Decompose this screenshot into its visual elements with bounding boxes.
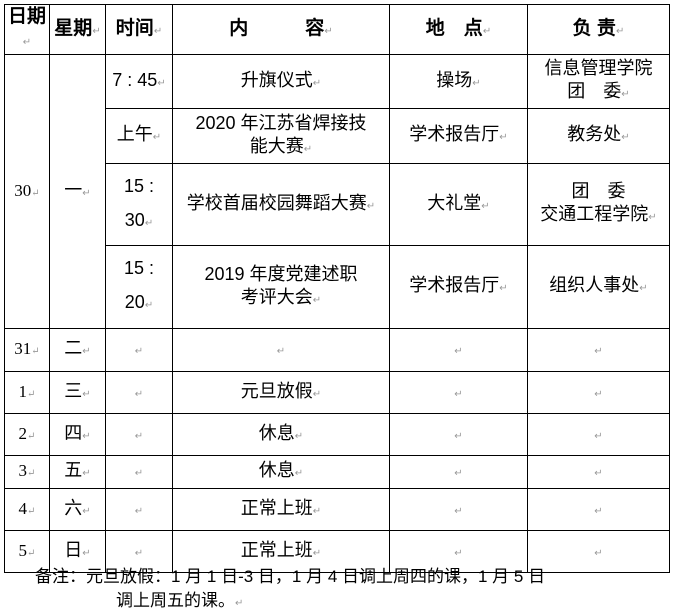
date-cell: 30 (4, 54, 50, 329)
place-cell: 学术报告厅 (389, 108, 528, 164)
place-cell (389, 488, 528, 531)
weekday-cell: 二 (49, 328, 106, 372)
header-owner: 负 责 (527, 4, 670, 55)
place-cell: 学术报告厅 (389, 245, 528, 329)
place-cell: 大礼堂 (389, 163, 528, 246)
table-row: 5 日 正常上班 (4, 530, 670, 573)
owner-cell (527, 530, 670, 573)
content-cell: 学校首届校园舞蹈大赛 (172, 163, 390, 246)
date-cell: 3 (4, 455, 50, 489)
weekday-cell: 六 (49, 488, 106, 531)
header-weekday: 星期 (49, 4, 106, 55)
weekday-cell: 五 (49, 455, 106, 489)
owner-cell (527, 413, 670, 456)
place-cell (389, 328, 528, 372)
place-cell (389, 530, 528, 573)
content-cell: 2019 年度党建述职 考评大会 (172, 245, 390, 329)
schedule-table: 日期 星期 时间 内 容 地 点 负 责 30 一 7 : 45 升旗仪式 操场… (4, 4, 670, 573)
date-cell: 4 (4, 488, 50, 531)
time-cell: 7 : 45 (105, 54, 173, 109)
table-row: 3 五 休息 (4, 455, 670, 489)
time-cell: 15 : 20 (105, 245, 173, 329)
date-cell: 31 (4, 328, 50, 372)
time-cell: 上午 (105, 108, 173, 164)
time-cell (105, 530, 173, 573)
content-cell: 休息 (172, 455, 390, 489)
place-cell: 操场 (389, 54, 528, 109)
table-row: 30 一 7 : 45 升旗仪式 操场 信息管理学院 团 委 (4, 54, 670, 329)
content-cell: 正常上班 (172, 530, 390, 573)
place-cell (389, 413, 528, 456)
owner-cell (527, 328, 670, 372)
weekday-cell: 一 (49, 54, 106, 329)
content-cell: 休息 (172, 413, 390, 456)
table-row: 15 : 20 2019 年度党建述职 考评大会 学术报告厅 组织人事处 (5, 245, 670, 329)
owner-cell: 组织人事处 (527, 245, 670, 329)
table-row: 上午 2020 年江苏省焊接技 能大赛 学术报告厅 教务处 (5, 108, 670, 164)
date-cell: 1 (4, 371, 50, 414)
footnote-line-2: 调上周五的课。 (35, 589, 655, 616)
table-row: 15 : 30 学校首届校园舞蹈大赛 大礼堂 团 委 交通工程学院 (5, 163, 670, 246)
header-place: 地 点 (389, 4, 528, 55)
place-cell (389, 371, 528, 414)
footnote: 备注：元旦放假：1 月 1 日-3 日，1 月 4 日调上周四的课，1 月 5 … (35, 565, 655, 616)
time-cell (105, 488, 173, 531)
time-cell (105, 455, 173, 489)
table-row: 1 三 元旦放假 (4, 371, 670, 414)
date-cell: 2 (4, 413, 50, 456)
time-cell: 15 : 30 (105, 163, 173, 246)
weekday-cell: 三 (49, 371, 106, 414)
header-time: 时间 (105, 4, 173, 55)
owner-cell: 信息管理学院 团 委 (527, 54, 670, 109)
owner-cell (527, 488, 670, 531)
content-cell (172, 328, 390, 372)
time-cell (105, 328, 173, 372)
time-cell (105, 371, 173, 414)
owner-cell: 团 委 交通工程学院 (527, 163, 670, 246)
content-cell: 正常上班 (172, 488, 390, 531)
table-row: 31 二 (4, 328, 670, 372)
table-row: 4 六 正常上班 (4, 488, 670, 531)
table-row: 2 四 休息 (4, 413, 670, 456)
header-row: 日期 星期 时间 内 容 地 点 负 责 (4, 4, 670, 55)
date-cell: 5 (4, 530, 50, 573)
owner-cell (527, 371, 670, 414)
owner-cell (527, 455, 670, 489)
owner-cell: 教务处 (527, 108, 670, 164)
content-cell: 元旦放假 (172, 371, 390, 414)
content-cell: 2020 年江苏省焊接技 能大赛 (172, 108, 390, 164)
footnote-line-1: 备注：元旦放假：1 月 1 日-3 日，1 月 4 日调上周四的课，1 月 5 … (35, 567, 546, 586)
weekday-cell: 日 (49, 530, 106, 573)
time-cell (105, 413, 173, 456)
header-content: 内 容 (172, 4, 390, 55)
content-cell: 升旗仪式 (172, 54, 390, 109)
header-date: 日期 (4, 4, 50, 55)
weekday-cell: 四 (49, 413, 106, 456)
place-cell (389, 455, 528, 489)
